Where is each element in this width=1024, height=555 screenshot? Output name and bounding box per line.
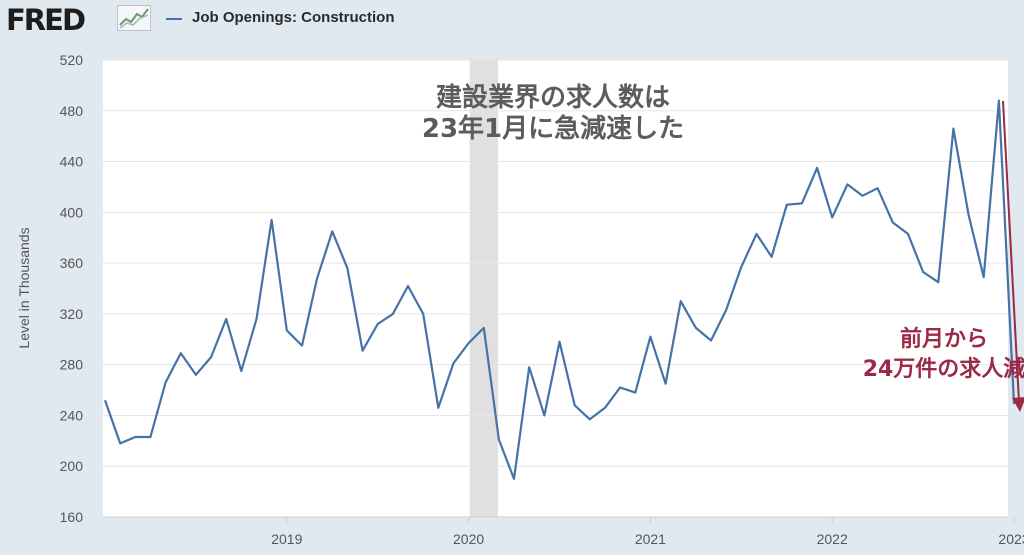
- data-point[interactable]: [178, 350, 184, 356]
- data-point[interactable]: [587, 416, 593, 422]
- y-gridlines: [103, 59, 1008, 467]
- data-point[interactable]: [647, 334, 653, 340]
- data-point[interactable]: [950, 126, 956, 132]
- drop-arrowhead: [1012, 397, 1024, 412]
- data-point[interactable]: [420, 311, 426, 317]
- data-point[interactable]: [799, 200, 805, 206]
- x-tick-label: 2021: [635, 531, 666, 547]
- y-tick-label: 280: [60, 357, 84, 373]
- y-tick-label: 160: [60, 509, 84, 525]
- data-point[interactable]: [299, 343, 305, 349]
- legend-label: Job Openings: Construction: [192, 9, 395, 26]
- data-point[interactable]: [632, 390, 638, 396]
- data-point[interactable]: [663, 381, 669, 387]
- recession-band: [469, 60, 499, 517]
- data-point[interactable]: [602, 405, 608, 411]
- data-point[interactable]: [572, 402, 578, 408]
- data-point[interactable]: [920, 269, 926, 275]
- data-point[interactable]: [890, 220, 896, 226]
- data-point[interactable]: [163, 379, 169, 385]
- data-point[interactable]: [466, 340, 472, 346]
- series-line: [103, 99, 1016, 480]
- y-tick-label: 400: [60, 204, 84, 220]
- data-point[interactable]: [829, 214, 835, 220]
- data-point[interactable]: [875, 185, 881, 191]
- y-axis-title: Level in Thousands: [16, 227, 32, 348]
- x-axis-ticks: 2019 2020 2021 2022 2023: [271, 517, 1024, 547]
- data-point[interactable]: [254, 316, 260, 322]
- annotation-side-line-1: 前月から: [900, 326, 988, 352]
- data-point[interactable]: [693, 325, 699, 331]
- y-tick-label: 200: [60, 458, 84, 474]
- data-point[interactable]: [557, 339, 563, 345]
- y-tick-label: 520: [60, 52, 84, 68]
- data-point[interactable]: [284, 327, 290, 333]
- annotation-main-line-2: 23年1月に急減速した: [422, 113, 684, 144]
- data-point[interactable]: [769, 254, 775, 260]
- data-point[interactable]: [541, 412, 547, 418]
- data-point[interactable]: [814, 165, 820, 171]
- y-tick-label: 480: [60, 103, 84, 119]
- data-point[interactable]: [981, 274, 987, 280]
- data-point[interactable]: [360, 348, 366, 354]
- y-axis-ticks: 160 200 240 280 320 360 400 440 480 520: [60, 52, 84, 525]
- data-point[interactable]: [526, 364, 532, 370]
- data-point[interactable]: [481, 325, 487, 331]
- data-point[interactable]: [678, 298, 684, 304]
- data-point[interactable]: [435, 405, 441, 411]
- data-point[interactable]: [102, 397, 108, 403]
- data-point[interactable]: [208, 354, 214, 360]
- data-point[interactable]: [223, 316, 229, 322]
- data-point[interactable]: [844, 181, 850, 187]
- data-point[interactable]: [147, 434, 153, 440]
- data-point[interactable]: [905, 231, 911, 237]
- data-point[interactable]: [405, 283, 411, 289]
- y-tick-label: 360: [60, 255, 84, 271]
- data-point[interactable]: [390, 311, 396, 317]
- data-point[interactable]: [738, 264, 744, 270]
- data-point[interactable]: [269, 217, 275, 223]
- data-point[interactable]: [238, 368, 244, 374]
- data-point[interactable]: [132, 434, 138, 440]
- annotation-side-line-2: 24万件の求人減: [863, 357, 1024, 382]
- x-tick-label: 2023: [998, 531, 1024, 547]
- data-point[interactable]: [450, 360, 456, 366]
- data-point[interactable]: [314, 275, 320, 281]
- data-point[interactable]: [860, 193, 866, 199]
- data-point[interactable]: [375, 321, 381, 327]
- y-tick-label: 320: [60, 306, 84, 322]
- data-point[interactable]: [935, 279, 941, 285]
- data-point[interactable]: [708, 338, 714, 344]
- plot-background: [103, 60, 1008, 517]
- data-point[interactable]: [966, 212, 972, 218]
- data-point[interactable]: [344, 265, 350, 271]
- data-point[interactable]: [617, 385, 623, 391]
- data-point[interactable]: [117, 440, 123, 446]
- data-point[interactable]: [511, 476, 517, 482]
- x-tick-label: 2020: [453, 531, 484, 547]
- data-point[interactable]: [723, 307, 729, 313]
- data-point[interactable]: [754, 231, 760, 237]
- y-tick-label: 440: [60, 154, 84, 170]
- annotation-main-line-1: 建設業界の求人数は: [436, 82, 670, 113]
- data-point[interactable]: [329, 228, 335, 234]
- legend-swatch: [166, 18, 182, 20]
- data-point[interactable]: [784, 202, 790, 208]
- data-point[interactable]: [496, 437, 502, 443]
- fred-logo[interactable]: FRED: [6, 3, 86, 37]
- data-point[interactable]: [193, 372, 199, 378]
- header: FRED Job Openings: Construction: [0, 0, 1024, 40]
- data-point[interactable]: [996, 98, 1002, 104]
- fred-graph-icon: [117, 5, 151, 31]
- drop-arrow: [1002, 100, 1020, 403]
- y-tick-label: 240: [60, 407, 84, 423]
- x-tick-label: 2022: [817, 531, 848, 547]
- x-tick-label: 2019: [271, 531, 302, 547]
